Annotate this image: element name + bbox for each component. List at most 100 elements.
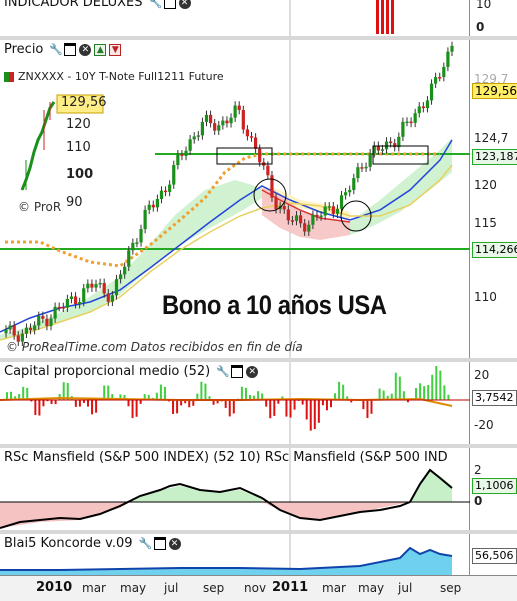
candle-up [160,191,163,199]
close-icon[interactable]: ✕ [79,44,91,56]
candle-up [336,209,339,214]
capital-axis: 20 3,7542 -20 [470,362,517,444]
rsc-title: RSc Mansfield (S&P 500 INDEX) (52 10) RS… [4,450,448,465]
wrench-icon[interactable]: 🔧 [149,0,161,9]
axis-tick: 110 [474,290,497,304]
koncorde-axis: 56,506 [470,534,517,575]
capital-bar [366,400,368,418]
candle-up [197,135,200,137]
candle-up [221,121,224,126]
candle-down [258,149,261,162]
capital-bar [91,400,93,414]
candle-up [78,302,81,304]
capital-bar [443,385,445,400]
candle-up [311,215,314,225]
window-icon[interactable] [154,537,166,550]
capital-bar [447,395,449,400]
candle-up [442,67,445,77]
capital-bar [204,384,206,400]
capital-bar [431,375,433,400]
arrow-up-icon[interactable]: ▲ [94,44,106,56]
wrench-icon[interactable]: 🔧 [139,538,151,550]
candle-up [4,330,7,334]
wrench-icon[interactable]: 🔧 [216,366,228,378]
candle-up [352,178,355,190]
candle-down [393,143,396,147]
candle-up [184,151,187,156]
window-icon[interactable] [64,43,76,56]
capital-bar [322,400,324,405]
capital-bar [306,400,308,419]
close-icon[interactable]: ✕ [169,538,181,550]
capital-bar [188,400,190,407]
capital-bar [435,366,437,400]
axis-tick: 120 [474,178,497,192]
candle-up [307,225,310,232]
capital-plot: Capital proporcional medio (52) 🔧 ✕ [0,362,470,444]
candle-up [131,243,134,250]
capital-bar [79,400,81,407]
candle-down [213,123,216,130]
candle-down [266,166,269,176]
capital-bar [22,387,24,400]
rsc-title-bar: RSc Mansfield (S&P 500 INDEX) (52 10) RS… [4,450,451,465]
x-label: sep [440,581,461,595]
candle-down [29,328,32,330]
arrow-down-icon[interactable]: ▼ [109,44,121,56]
candlestick-icon [4,72,14,82]
candle-up [217,125,220,130]
close-icon[interactable]: ✕ [246,366,258,378]
capital-bar [140,400,142,404]
instrument-name: ZNXXXX - 10Y T-Note Full1211 Future [18,70,224,83]
candle-up [234,106,237,118]
window-icon[interactable] [164,0,176,9]
candle-up [450,46,453,52]
rsc-panel: RSc Mansfield (S&P 500 INDEX) (52 10) RS… [0,448,517,530]
candle-down [360,167,363,169]
chart-headline: Bono a 10 años USA [162,290,386,321]
candle-up [82,288,85,302]
candle-up [430,84,433,101]
price-plot: Precio 🔧 ✕ ▲ ▼ ZNXXXX - 10Y T-Note Full1… [0,40,470,358]
capital-title-bar: Capital proporcional medio (52) 🔧 ✕ [4,364,258,379]
candle-down [315,215,318,217]
axis-tick: -20 [474,418,494,432]
candle-up [127,250,130,266]
candle-down [299,215,302,223]
koncorde-value-label: 56,506 [472,548,517,564]
wrench-icon[interactable]: 🔧 [49,44,61,56]
axis-tick: 0 [474,494,482,508]
candle-up [189,139,192,150]
candle-down [332,206,335,214]
capital-panel: Capital proporcional medio (52) 🔧 ✕ 20 3… [0,362,517,444]
capital-bar [225,400,227,408]
x-label: 2011 [272,580,308,595]
candle-down [422,106,425,108]
indicador-panel: INDICADOR DELUXES 🔧 ✕ 10 0 [0,0,517,36]
capital-bar [383,391,385,400]
candle-up [49,319,52,326]
capital-bar [160,385,162,400]
candle-down [90,284,93,288]
window-icon[interactable] [231,365,243,378]
candle-up [168,185,171,192]
candle-down [254,137,257,148]
candle-up [172,165,175,185]
capital-bar [362,400,364,409]
capital-bar [233,400,235,413]
x-label: may [120,581,146,595]
candle-up [414,113,417,123]
candle-up [99,283,102,285]
close-icon[interactable]: ✕ [179,0,191,9]
capital-bar [265,400,267,407]
capital-bar [427,385,429,400]
candle-up [123,267,126,275]
candle-down [74,296,77,304]
x-label: sep [203,581,224,595]
candle-up [70,296,73,299]
capital-bar [136,400,138,417]
candle-down [250,136,253,138]
candle-up [364,167,367,169]
axis-tick: 10 [476,0,491,11]
capital-bar [285,400,287,417]
